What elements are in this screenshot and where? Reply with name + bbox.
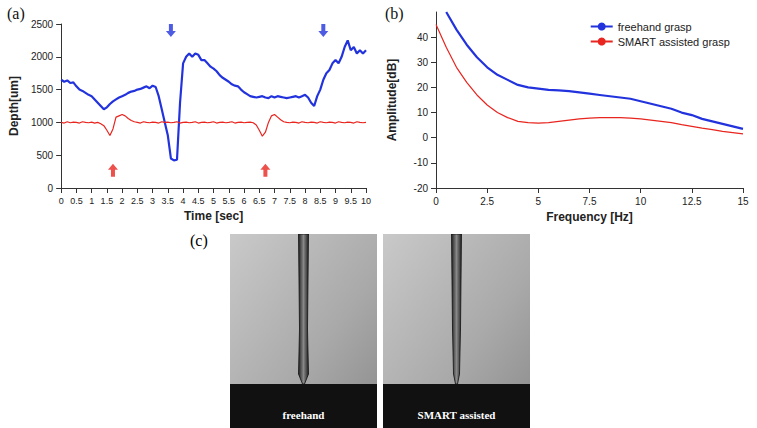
- svg-text:1: 1: [89, 196, 94, 206]
- svg-text:9: 9: [333, 196, 338, 206]
- svg-text:10: 10: [361, 196, 371, 206]
- svg-text:1000: 1000: [31, 117, 54, 128]
- svg-text:Frequency [Hz]: Frequency [Hz]: [546, 210, 633, 224]
- svg-text:7.5: 7.5: [284, 196, 297, 206]
- svg-text:30: 30: [417, 57, 429, 68]
- svg-text:0: 0: [59, 196, 64, 206]
- svg-text:0: 0: [48, 183, 54, 194]
- svg-text:5: 5: [536, 196, 542, 207]
- svg-text:0: 0: [433, 196, 439, 207]
- svg-text:2.5: 2.5: [131, 196, 144, 206]
- svg-text:0: 0: [422, 132, 428, 143]
- svg-text:10: 10: [635, 196, 647, 207]
- svg-text:(b): (b): [385, 5, 404, 23]
- svg-text:7: 7: [272, 196, 277, 206]
- svg-text:40: 40: [417, 32, 429, 43]
- svg-text:6: 6: [242, 196, 247, 206]
- svg-text:6.5: 6.5: [253, 196, 266, 206]
- svg-text:2: 2: [120, 196, 125, 206]
- svg-text:15: 15: [737, 196, 749, 207]
- svg-text:1500: 1500: [31, 84, 54, 95]
- svg-text:SMART assisted: SMART assisted: [418, 409, 496, 421]
- svg-text:9.5: 9.5: [344, 196, 357, 206]
- svg-text:2.5: 2.5: [480, 196, 494, 207]
- svg-text:500: 500: [36, 150, 53, 161]
- svg-text:(a): (a): [7, 5, 25, 23]
- svg-text:freehand: freehand: [283, 409, 325, 421]
- svg-text:5.5: 5.5: [223, 196, 236, 206]
- svg-text:0.5: 0.5: [70, 196, 83, 206]
- svg-text:12.5: 12.5: [682, 196, 702, 207]
- svg-text:4.5: 4.5: [192, 196, 205, 206]
- svg-text:freehand grasp: freehand grasp: [618, 21, 692, 33]
- svg-text:20: 20: [417, 82, 429, 93]
- svg-text:-10: -10: [414, 157, 429, 168]
- svg-text:2500: 2500: [31, 19, 54, 30]
- svg-text:Time [sec]: Time [sec]: [184, 209, 243, 223]
- svg-text:Depth[um]: Depth[um]: [7, 76, 21, 136]
- svg-text:Amplitude[dB]: Amplitude[dB]: [385, 59, 399, 142]
- svg-text:10: 10: [417, 107, 429, 118]
- svg-text:-20: -20: [414, 183, 429, 194]
- svg-text:8: 8: [303, 196, 308, 206]
- svg-text:5: 5: [211, 196, 216, 206]
- svg-text:2000: 2000: [31, 51, 54, 62]
- svg-text:1.5: 1.5: [101, 196, 114, 206]
- svg-text:7.5: 7.5: [583, 196, 597, 207]
- svg-text:4: 4: [181, 196, 186, 206]
- svg-text:SMART assisted grasp: SMART assisted grasp: [618, 36, 730, 48]
- svg-text:8.5: 8.5: [314, 196, 327, 206]
- svg-text:3.5: 3.5: [162, 196, 175, 206]
- svg-text:3: 3: [150, 196, 155, 206]
- html-text:(c): (c): [190, 232, 208, 249]
